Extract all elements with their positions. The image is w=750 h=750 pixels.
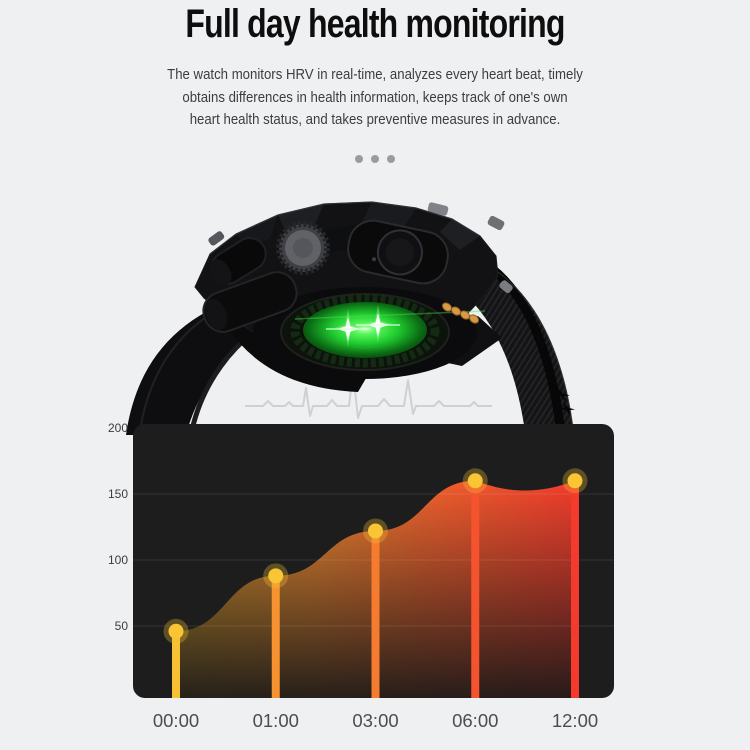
heart-rate-chart-plot-area (133, 424, 614, 698)
product-description: The watch monitors HRV in real-time, ana… (45, 64, 705, 132)
x-axis-label: 00:00 (152, 710, 200, 731)
y-axis-label: 150 (107, 487, 128, 501)
watch-antenna-nubs (208, 202, 513, 294)
data-point-stem (371, 530, 380, 698)
watch-crown-icon (276, 221, 330, 275)
heart-rate-sensor-icon (253, 287, 486, 379)
carousel-dot (355, 155, 363, 163)
data-point-stem (471, 480, 480, 698)
carousel-dot (387, 155, 395, 163)
data-point (268, 568, 284, 584)
data-point (567, 473, 583, 489)
heart-rate-chart (133, 468, 614, 698)
y-axis-label: 100 (107, 553, 128, 567)
data-point (168, 623, 184, 639)
watch-button-icon (202, 219, 449, 333)
y-axis-label: 200 (107, 421, 128, 435)
carousel-dots (0, 155, 750, 163)
watch-image (126, 201, 576, 435)
description-line: obtains differences in health informatio… (182, 88, 568, 106)
data-point-stem (571, 480, 579, 698)
description-line: heart health status, and takes preventiv… (189, 111, 561, 128)
x-axis-label: 03:00 (352, 710, 399, 731)
data-point (368, 523, 383, 539)
y-axis-label: 50 (114, 619, 128, 633)
carousel-dot (371, 155, 379, 163)
data-point-stem (271, 575, 280, 698)
data-point-stem (172, 631, 180, 698)
description-line: The watch monitors HRV in real-time, ana… (167, 66, 583, 83)
ecg-line-icon (245, 371, 492, 419)
page-title: Full day health monitoring (185, 2, 565, 46)
x-axis-label: 06:00 (452, 710, 499, 731)
x-axis-label: 01:00 (252, 710, 299, 731)
x-axis-label: 12:00 (551, 710, 599, 731)
charging-contacts-icon (441, 302, 480, 324)
data-point (467, 473, 483, 489)
